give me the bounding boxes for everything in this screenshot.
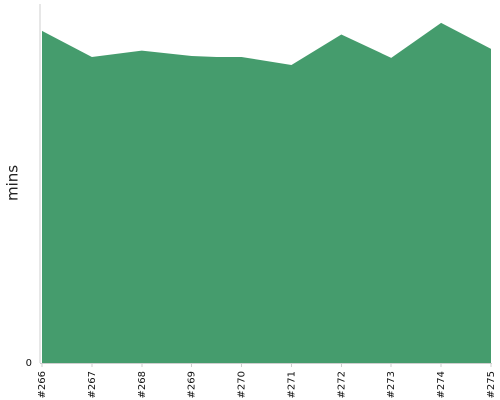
x-tick-label: #271 <box>286 371 297 398</box>
area-series <box>42 22 491 363</box>
x-tick-label: #273 <box>386 371 397 398</box>
x-axis-ticks: #266 #267 #268 #269 #270 #271 #272 #273 #274 #275 <box>37 363 497 398</box>
y-axis-title: mins <box>4 165 22 201</box>
x-tick-label: #274 <box>436 371 447 398</box>
x-tick-label: #268 <box>137 371 148 398</box>
axes <box>39 4 492 364</box>
x-tick-label: #267 <box>87 371 98 398</box>
plot-area <box>42 22 491 363</box>
x-tick-label: #269 <box>187 371 198 398</box>
y-tick-label: 0 <box>26 358 32 369</box>
x-tick-label: #275 <box>486 371 497 398</box>
x-tick-label: #270 <box>237 371 248 398</box>
y-axis-ticks: 0 <box>26 358 32 369</box>
x-tick-label: #272 <box>336 371 347 398</box>
x-tick-label: #266 <box>37 371 48 398</box>
